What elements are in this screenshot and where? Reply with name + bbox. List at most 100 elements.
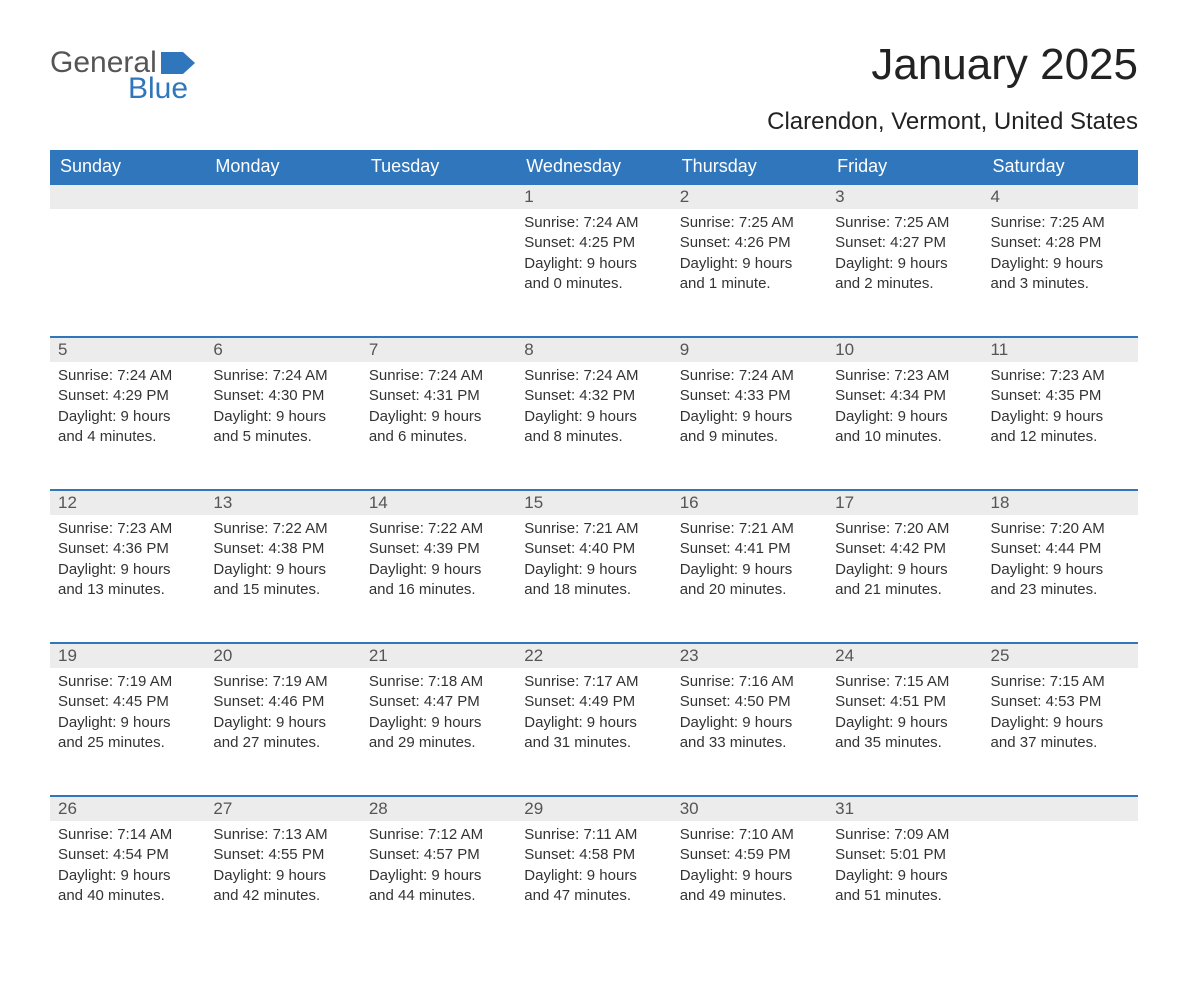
day-details: Sunrise: 7:17 AMSunset: 4:49 PMDaylight:… [516, 668, 671, 763]
daylight-text: Daylight: 9 hours and 2 minutes. [835, 254, 974, 295]
logo-word-blue: Blue [50, 74, 195, 104]
weekday-header: Wednesday [516, 150, 671, 184]
sunset-text: Sunset: 4:44 PM [991, 539, 1130, 559]
day-content-cell: Sunrise: 7:23 AMSunset: 4:36 PMDaylight:… [50, 515, 205, 643]
day-number-cell: 10 [827, 337, 982, 362]
day-number-cell: 16 [672, 490, 827, 515]
sunset-text: Sunset: 4:31 PM [369, 386, 508, 406]
sunrise-text: Sunrise: 7:23 AM [58, 519, 197, 539]
sunset-text: Sunset: 4:35 PM [991, 386, 1130, 406]
day-content-cell: Sunrise: 7:09 AMSunset: 5:01 PMDaylight:… [827, 821, 982, 949]
weekday-header: Monday [205, 150, 360, 184]
day-content-cell: Sunrise: 7:23 AMSunset: 4:34 PMDaylight:… [827, 362, 982, 490]
location-subtitle: Clarendon, Vermont, United States [767, 108, 1138, 136]
sunset-text: Sunset: 4:30 PM [213, 386, 352, 406]
logo: General Blue [50, 40, 195, 104]
sunrise-text: Sunrise: 7:25 AM [680, 213, 819, 233]
sunset-text: Sunset: 4:49 PM [524, 692, 663, 712]
day-number-cell: 4 [983, 184, 1138, 209]
day-content-cell: Sunrise: 7:11 AMSunset: 4:58 PMDaylight:… [516, 821, 671, 949]
day-content-cell: Sunrise: 7:14 AMSunset: 4:54 PMDaylight:… [50, 821, 205, 949]
sunrise-text: Sunrise: 7:23 AM [835, 366, 974, 386]
day-number-cell: 20 [205, 643, 360, 668]
sunset-text: Sunset: 4:34 PM [835, 386, 974, 406]
daylight-text: Daylight: 9 hours and 20 minutes. [680, 560, 819, 601]
day-number-cell: 31 [827, 796, 982, 821]
day-details: Sunrise: 7:22 AMSunset: 4:38 PMDaylight:… [205, 515, 360, 610]
day-content-cell [361, 209, 516, 337]
day-number-cell: 18 [983, 490, 1138, 515]
day-number-cell: 27 [205, 796, 360, 821]
day-content-cell: Sunrise: 7:16 AMSunset: 4:50 PMDaylight:… [672, 668, 827, 796]
sunset-text: Sunset: 4:57 PM [369, 845, 508, 865]
sunset-text: Sunset: 4:40 PM [524, 539, 663, 559]
weekday-header: Friday [827, 150, 982, 184]
day-content-cell: Sunrise: 7:19 AMSunset: 4:45 PMDaylight:… [50, 668, 205, 796]
day-content-cell: Sunrise: 7:25 AMSunset: 4:26 PMDaylight:… [672, 209, 827, 337]
day-number-cell: 19 [50, 643, 205, 668]
day-number-cell: 23 [672, 643, 827, 668]
day-content-row: Sunrise: 7:24 AMSunset: 4:25 PMDaylight:… [50, 209, 1138, 337]
sunrise-text: Sunrise: 7:19 AM [213, 672, 352, 692]
day-details: Sunrise: 7:14 AMSunset: 4:54 PMDaylight:… [50, 821, 205, 916]
day-content-cell: Sunrise: 7:24 AMSunset: 4:29 PMDaylight:… [50, 362, 205, 490]
daylight-text: Daylight: 9 hours and 27 minutes. [213, 713, 352, 754]
day-details: Sunrise: 7:21 AMSunset: 4:40 PMDaylight:… [516, 515, 671, 610]
daylight-text: Daylight: 9 hours and 13 minutes. [58, 560, 197, 601]
day-details: Sunrise: 7:11 AMSunset: 4:58 PMDaylight:… [516, 821, 671, 916]
day-content-cell: Sunrise: 7:23 AMSunset: 4:35 PMDaylight:… [983, 362, 1138, 490]
calendar-body: 1 23 4Sunrise: 7:24 AMSunset: 4:25 PMDayli… [50, 184, 1138, 949]
sunrise-text: Sunrise: 7:24 AM [369, 366, 508, 386]
day-content-cell: Sunrise: 7:20 AMSunset: 4:44 PMDaylight:… [983, 515, 1138, 643]
day-content-cell: Sunrise: 7:12 AMSunset: 4:57 PMDaylight:… [361, 821, 516, 949]
sunrise-text: Sunrise: 7:22 AM [369, 519, 508, 539]
day-number-cell: 12 [50, 490, 205, 515]
day-details: Sunrise: 7:23 AMSunset: 4:36 PMDaylight:… [50, 515, 205, 610]
day-details: Sunrise: 7:16 AMSunset: 4:50 PMDaylight:… [672, 668, 827, 763]
daylight-text: Daylight: 9 hours and 10 minutes. [835, 407, 974, 448]
day-content-cell: Sunrise: 7:15 AMSunset: 4:53 PMDaylight:… [983, 668, 1138, 796]
day-number-cell: 7 [361, 337, 516, 362]
sunset-text: Sunset: 4:26 PM [680, 233, 819, 253]
day-number-cell: 13 [205, 490, 360, 515]
day-number-cell: 1 [516, 184, 671, 209]
daylight-text: Daylight: 9 hours and 42 minutes. [213, 866, 352, 907]
day-content-cell: Sunrise: 7:22 AMSunset: 4:39 PMDaylight:… [361, 515, 516, 643]
day-content-cell: Sunrise: 7:21 AMSunset: 4:41 PMDaylight:… [672, 515, 827, 643]
day-number-cell [50, 184, 205, 209]
sunrise-text: Sunrise: 7:20 AM [835, 519, 974, 539]
day-details: Sunrise: 7:15 AMSunset: 4:51 PMDaylight:… [827, 668, 982, 763]
day-content-cell [205, 209, 360, 337]
day-details: Sunrise: 7:18 AMSunset: 4:47 PMDaylight:… [361, 668, 516, 763]
sunrise-text: Sunrise: 7:18 AM [369, 672, 508, 692]
sunset-text: Sunset: 4:33 PM [680, 386, 819, 406]
sunset-text: Sunset: 4:27 PM [835, 233, 974, 253]
day-content-cell: Sunrise: 7:13 AMSunset: 4:55 PMDaylight:… [205, 821, 360, 949]
day-content-row: Sunrise: 7:23 AMSunset: 4:36 PMDaylight:… [50, 515, 1138, 643]
sunrise-text: Sunrise: 7:24 AM [524, 366, 663, 386]
sunrise-text: Sunrise: 7:21 AM [524, 519, 663, 539]
day-content-cell: Sunrise: 7:21 AMSunset: 4:40 PMDaylight:… [516, 515, 671, 643]
daylight-text: Daylight: 9 hours and 3 minutes. [991, 254, 1130, 295]
daylight-text: Daylight: 9 hours and 23 minutes. [991, 560, 1130, 601]
weekday-header: Thursday [672, 150, 827, 184]
day-details: Sunrise: 7:25 AMSunset: 4:27 PMDaylight:… [827, 209, 982, 304]
day-number-cell: 21 [361, 643, 516, 668]
day-details: Sunrise: 7:09 AMSunset: 5:01 PMDaylight:… [827, 821, 982, 916]
sunrise-text: Sunrise: 7:23 AM [991, 366, 1130, 386]
day-number-cell: 9 [672, 337, 827, 362]
sunrise-text: Sunrise: 7:15 AM [835, 672, 974, 692]
daylight-text: Daylight: 9 hours and 37 minutes. [991, 713, 1130, 754]
sunrise-text: Sunrise: 7:09 AM [835, 825, 974, 845]
sunrise-text: Sunrise: 7:21 AM [680, 519, 819, 539]
sunset-text: Sunset: 4:36 PM [58, 539, 197, 559]
day-details: Sunrise: 7:25 AMSunset: 4:28 PMDaylight:… [983, 209, 1138, 304]
sunrise-text: Sunrise: 7:16 AM [680, 672, 819, 692]
day-number-cell: 25 [983, 643, 1138, 668]
daylight-text: Daylight: 9 hours and 5 minutes. [213, 407, 352, 448]
day-number-cell [361, 184, 516, 209]
day-number-cell: 2 [672, 184, 827, 209]
daylight-text: Daylight: 9 hours and 0 minutes. [524, 254, 663, 295]
day-number-cell: 15 [516, 490, 671, 515]
sunset-text: Sunset: 4:51 PM [835, 692, 974, 712]
